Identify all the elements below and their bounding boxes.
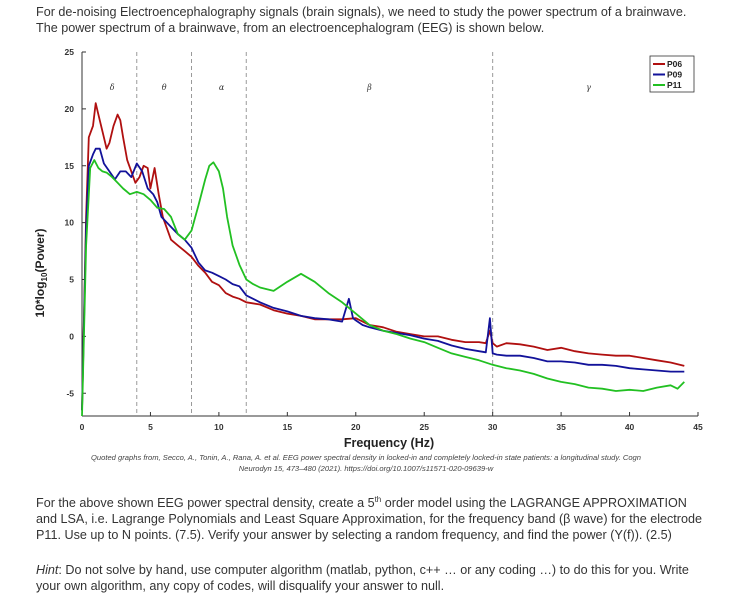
x-tick-label: 45	[693, 422, 703, 432]
intro-paragraph: For de-noising Electroencephalography si…	[36, 5, 687, 35]
y-axis-title-subscript: 10	[40, 272, 49, 281]
band-label: γ	[586, 83, 591, 92]
hint-text: : Do not solve by hand, use computer alg…	[36, 563, 689, 593]
citation-line-2: Neurodyn 15, 473–480 (2021). https://doi…	[238, 464, 494, 473]
task-paragraph: For the above shown EEG power spectral d…	[36, 492, 706, 543]
y-axis-title-tail: (Power)	[33, 229, 47, 273]
band-label: θ	[162, 83, 167, 92]
legend-label-p11: P11	[667, 80, 682, 90]
x-tick-label: 25	[419, 422, 429, 432]
legend-label-p09: P09	[667, 70, 682, 80]
x-tick-label: 5	[148, 422, 153, 432]
y-tick-label: 25	[65, 47, 75, 57]
task-superscript: th	[374, 495, 382, 504]
series-line-p11	[81, 159, 685, 417]
hint-label: Hint	[36, 563, 59, 577]
y-axis-title: 10*log10(Power)	[33, 229, 49, 318]
y-tick-label: 5	[69, 275, 74, 285]
y-tick-label: 15	[65, 161, 75, 171]
band-label: δ	[110, 83, 115, 92]
x-tick-label: 20	[351, 422, 361, 432]
plot-area: δ θ α β γ 0 5 10 15 20 25 30 35 40 45 -5 0 5 10 15 20 25 P06P0…	[65, 47, 703, 432]
x-tick-label: 30	[488, 422, 498, 432]
y-tick-label: 20	[65, 104, 75, 114]
x-tick-label: 0	[80, 422, 85, 432]
svg-text:10*log10(Power): 10*log10(Power)	[33, 229, 49, 318]
legend-label-p06: P06	[667, 59, 682, 69]
y-tick-label: 10	[65, 218, 75, 228]
y-axis-title-main: 10*log	[33, 281, 47, 317]
series-line-p06	[81, 102, 685, 411]
band-label: β	[366, 83, 372, 92]
x-tick-label: 35	[556, 422, 566, 432]
y-tick-label: 0	[69, 331, 74, 341]
x-tick-label: 15	[283, 422, 293, 432]
task-text-start: For the above shown EEG power spectral d…	[36, 496, 375, 511]
citation-line-1: Quoted graphs from, Secco, A., Tonin, A.…	[91, 453, 641, 462]
x-axis-title: Frequency (Hz)	[344, 436, 434, 450]
eeg-power-spectrum-chart: 10*log10(Power) Frequency (Hz) δ θ α β γ0 5 10…	[33, 47, 703, 450]
citation: Quoted graphs from, Secco, A., Tonin, A.…	[36, 452, 696, 474]
y-tick-label: -5	[66, 388, 74, 398]
x-tick-label: 40	[625, 422, 635, 432]
series-line-p09	[81, 147, 685, 411]
band-label: α	[219, 83, 225, 92]
hint-paragraph: Hint: Do not solve by hand, use computer…	[36, 562, 706, 594]
task-text-rest: order model using the LAGRANGE APPROXIMA…	[36, 496, 703, 543]
x-tick-label: 10	[214, 422, 224, 432]
